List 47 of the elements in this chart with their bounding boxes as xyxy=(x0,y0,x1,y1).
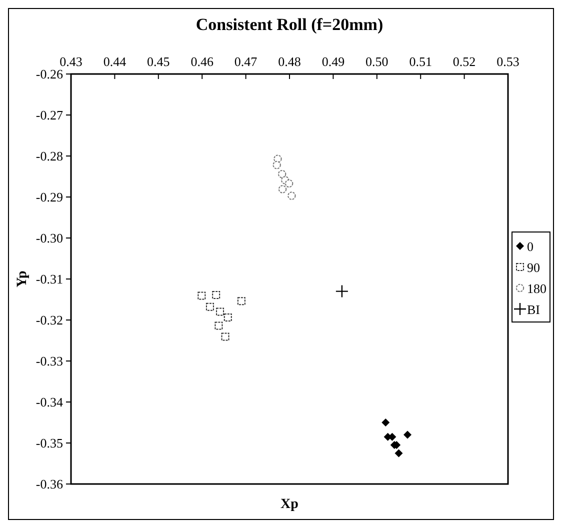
point xyxy=(212,290,220,299)
point xyxy=(394,449,403,458)
y-tick-label: -0.30 xyxy=(36,230,63,246)
point xyxy=(274,154,282,163)
point xyxy=(335,284,349,298)
x-tick-label: 0.48 xyxy=(278,54,301,69)
y-tick-label: -0.33 xyxy=(36,354,63,368)
x-tick-label: 0.51 xyxy=(409,54,432,69)
point xyxy=(237,297,246,306)
x-tick-label: 0.43 xyxy=(60,54,82,69)
y-tick-label: -0.35 xyxy=(36,436,63,450)
legend-label: 180 xyxy=(527,281,546,296)
point xyxy=(288,192,296,200)
y-tick-label: -0.36 xyxy=(36,476,64,492)
x-tick-label: 0.49 xyxy=(322,54,345,69)
point xyxy=(272,160,281,170)
y-tick-label: -0.32 xyxy=(36,312,63,328)
point xyxy=(206,302,214,311)
y-axis-title: Yp xyxy=(15,270,30,288)
point xyxy=(224,314,232,322)
x-tick-label: 0.47 xyxy=(234,54,258,69)
x-tick-label: 0.50 xyxy=(366,54,388,69)
point xyxy=(198,292,206,300)
y-tick-label: -0.26 xyxy=(36,66,64,82)
x-axis-title: Xp xyxy=(280,497,299,512)
point xyxy=(284,179,294,188)
point xyxy=(221,332,230,341)
y-tick-label: -0.28 xyxy=(36,148,63,164)
point xyxy=(216,308,224,316)
chart-title: Consistent Roll (f=20mm) xyxy=(196,15,384,34)
legend-label: BI xyxy=(527,302,540,317)
x-tick-label: 0.53 xyxy=(496,54,520,69)
x-tick-label: 0.45 xyxy=(147,54,170,69)
y-tick-label: -0.34 xyxy=(36,394,64,410)
point xyxy=(278,170,286,178)
x-tick-label: 0.44 xyxy=(103,54,127,69)
y-tick-label: -0.27 xyxy=(36,108,64,122)
point xyxy=(382,418,390,426)
x-tick-label: 0.52 xyxy=(452,54,476,69)
point xyxy=(403,430,412,439)
legend-label: 90 xyxy=(527,260,540,275)
point xyxy=(278,185,287,194)
y-tick-label: -0.31 xyxy=(36,272,63,286)
point xyxy=(214,322,223,330)
legend-label: 0 xyxy=(527,239,534,254)
y-tick-label: -0.29 xyxy=(36,190,63,204)
x-tick-label: 0.46 xyxy=(190,54,214,69)
